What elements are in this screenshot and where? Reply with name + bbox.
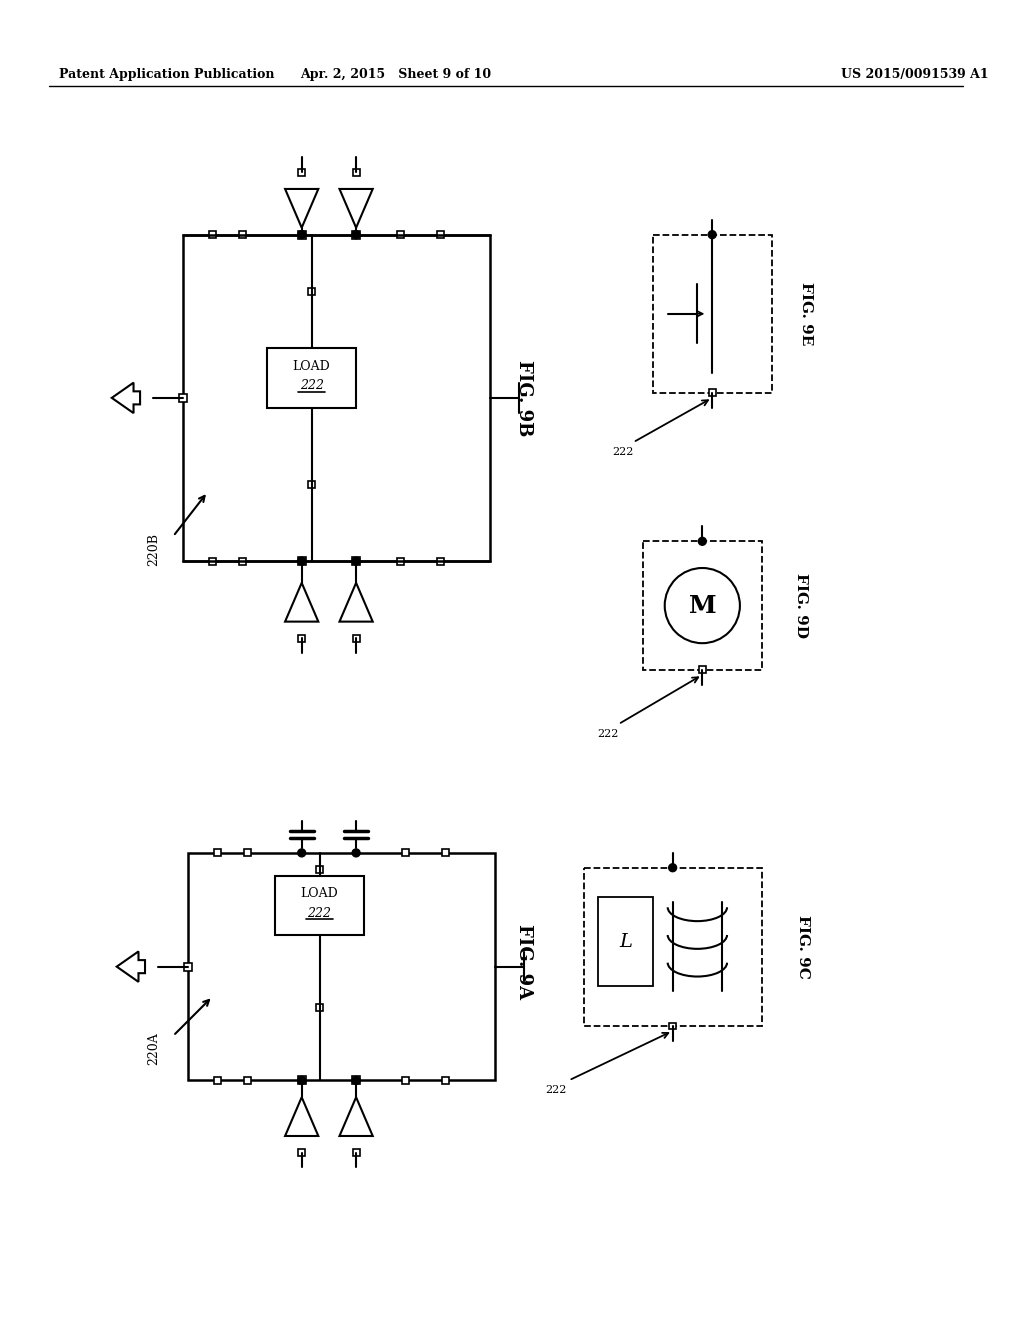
Text: Patent Application Publication: Patent Application Publication bbox=[59, 67, 274, 81]
Text: FIG. 9C: FIG. 9C bbox=[797, 915, 810, 979]
Circle shape bbox=[298, 557, 305, 565]
Bar bbox=[698, 667, 706, 673]
Bar bbox=[352, 1076, 360, 1084]
Circle shape bbox=[709, 231, 716, 239]
Text: FIG. 9B: FIG. 9B bbox=[515, 359, 534, 436]
Bar bbox=[183, 235, 489, 561]
Bar bbox=[298, 231, 305, 239]
Circle shape bbox=[298, 1076, 305, 1084]
Bar bbox=[298, 1076, 305, 1084]
Bar bbox=[298, 635, 305, 642]
Bar bbox=[584, 867, 762, 1026]
Text: 222: 222 bbox=[598, 729, 620, 739]
Bar bbox=[316, 1005, 323, 1011]
Text: FIG. 9E: FIG. 9E bbox=[799, 282, 813, 346]
Bar bbox=[643, 541, 762, 669]
Bar bbox=[298, 169, 305, 176]
Bar bbox=[308, 480, 315, 488]
Text: LOAD: LOAD bbox=[301, 887, 338, 900]
Bar bbox=[352, 231, 360, 239]
Circle shape bbox=[298, 231, 305, 239]
Bar bbox=[209, 557, 216, 565]
Bar bbox=[653, 235, 771, 393]
Bar bbox=[352, 1150, 359, 1156]
Bar bbox=[184, 962, 191, 970]
Text: Apr. 2, 2015   Sheet 9 of 10: Apr. 2, 2015 Sheet 9 of 10 bbox=[300, 67, 492, 81]
Circle shape bbox=[698, 537, 707, 545]
Circle shape bbox=[298, 849, 305, 857]
Circle shape bbox=[352, 849, 360, 857]
Bar bbox=[397, 557, 404, 565]
Bar bbox=[709, 389, 716, 396]
Bar bbox=[402, 850, 409, 857]
Bar bbox=[436, 231, 443, 238]
Text: FIG. 9A: FIG. 9A bbox=[515, 924, 534, 999]
Bar bbox=[275, 875, 364, 935]
Bar bbox=[214, 850, 221, 857]
Bar bbox=[267, 348, 356, 408]
Bar bbox=[209, 231, 216, 238]
Circle shape bbox=[669, 863, 677, 871]
Bar bbox=[239, 557, 246, 565]
Bar bbox=[179, 393, 187, 401]
Text: 222: 222 bbox=[307, 907, 332, 920]
Text: M: M bbox=[688, 594, 716, 618]
Circle shape bbox=[352, 1076, 360, 1084]
Bar bbox=[298, 1150, 305, 1156]
Bar bbox=[397, 231, 404, 238]
Circle shape bbox=[352, 557, 360, 565]
Bar bbox=[441, 1077, 449, 1084]
Bar bbox=[214, 1077, 221, 1084]
Text: 220A: 220A bbox=[146, 1032, 160, 1065]
Bar bbox=[441, 850, 449, 857]
Bar bbox=[436, 557, 443, 565]
Text: LOAD: LOAD bbox=[293, 360, 331, 372]
Bar bbox=[352, 635, 359, 642]
Bar bbox=[352, 557, 360, 565]
Text: US 2015/0091539 A1: US 2015/0091539 A1 bbox=[841, 67, 988, 81]
Text: 222: 222 bbox=[612, 447, 634, 457]
Text: FIG. 9D: FIG. 9D bbox=[795, 573, 808, 638]
Bar bbox=[239, 231, 246, 238]
Text: 222: 222 bbox=[300, 379, 324, 392]
Text: L: L bbox=[620, 933, 632, 950]
Circle shape bbox=[352, 231, 360, 239]
Bar bbox=[669, 1023, 676, 1030]
Bar bbox=[402, 1077, 409, 1084]
Bar bbox=[308, 288, 315, 294]
Text: 222: 222 bbox=[545, 1085, 566, 1096]
Bar bbox=[244, 850, 251, 857]
Bar bbox=[298, 557, 305, 565]
Text: 220B: 220B bbox=[146, 533, 160, 566]
Bar bbox=[352, 169, 359, 176]
Bar bbox=[598, 898, 653, 986]
Bar bbox=[188, 853, 495, 1080]
Bar bbox=[316, 866, 323, 873]
Bar bbox=[244, 1077, 251, 1084]
